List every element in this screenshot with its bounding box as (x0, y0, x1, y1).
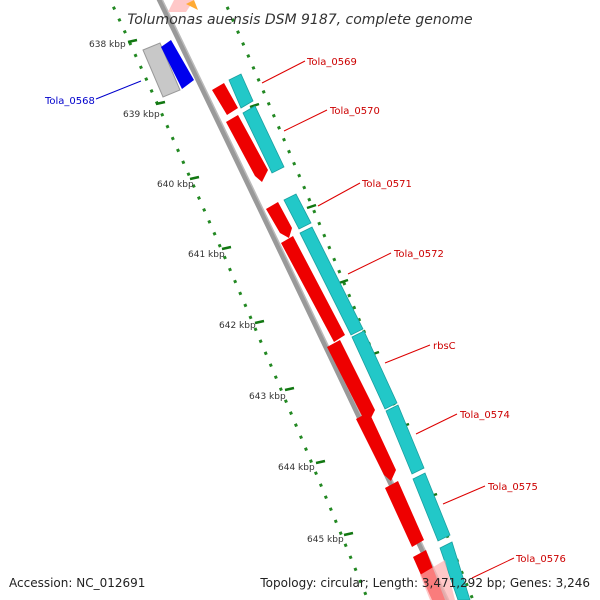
top-partial-pink-feature (168, 0, 194, 12)
gene-arrow-rbsc[interactable] (327, 340, 375, 422)
ruler-ticks (127, 38, 354, 537)
map-title: Tolumonas auensis DSM 9187, complete gen… (127, 12, 472, 28)
gene-feature-tola-0569 (228, 73, 254, 109)
gene-arrow-tola-0575[interactable] (385, 481, 424, 547)
gene-label-tola-0571[interactable]: Tola_0571 (361, 179, 412, 190)
gene-arrow-tola-0574[interactable] (356, 412, 396, 481)
gene-label-tola-0572[interactable]: Tola_0572 (393, 249, 444, 260)
gene-feature-tola-0576 (439, 541, 471, 600)
gene-label-rbsc[interactable]: rbsC (433, 341, 456, 352)
label-leaders (95, 60, 515, 579)
gene-shadow-block (142, 42, 181, 98)
ruler-label-645: 645 kbp (307, 535, 344, 545)
gene-feature-tola-0572 (299, 226, 364, 336)
gene-label-tola-0574[interactable]: Tola_0574 (459, 410, 510, 421)
gene-feature-tola-0574 (385, 404, 425, 475)
top-partial-orange-feature (186, 0, 198, 10)
gene-label-tola-0576[interactable]: Tola_0576 (515, 554, 566, 565)
topology-summary: Topology: circular; Length: 3,471,292 bp… (259, 576, 590, 590)
bottom-partial-pink-feature (420, 560, 455, 600)
accession-text: Accession: NC_012691 (9, 576, 145, 590)
ruler-label-638: 638 kbp (89, 40, 126, 50)
ruler-label-640: 640 kbp (157, 180, 194, 190)
gene-label-tola-0575[interactable]: Tola_0575 (487, 482, 538, 493)
ruler-label-644: 644 kbp (278, 463, 315, 473)
gene-arrow-tola-0569[interactable] (212, 83, 238, 115)
gene-feature-tola-0571 (283, 193, 312, 230)
gene-arrow-tola-0571[interactable] (266, 202, 292, 238)
gene-label-tola-0570[interactable]: Tola_0570 (329, 106, 380, 117)
gene-feature-rbsc (351, 330, 398, 410)
gene-label-tola-0569[interactable]: Tola_0569 (306, 57, 357, 68)
ruler-label-641: 641 kbp (188, 250, 225, 260)
inner-ruler-dots (108, 0, 370, 600)
gene-feature-tola-0575 (412, 472, 451, 542)
gene-label-tola-0568[interactable]: Tola_0568 (44, 96, 95, 107)
gene-feature-track (228, 73, 471, 600)
gene-feature-tola-0570 (242, 105, 285, 174)
ruler-label-642: 642 kbp (219, 321, 256, 331)
ruler-label-643: 643 kbp (249, 392, 286, 402)
gene-arrow-tola-0572[interactable] (281, 236, 345, 342)
gene-arrow-tola-0568[interactable] (161, 40, 194, 89)
ruler-label-639: 639 kbp (123, 110, 160, 120)
forward-cds-track (212, 83, 445, 600)
gene-arrow-tola-0570[interactable] (226, 115, 268, 182)
